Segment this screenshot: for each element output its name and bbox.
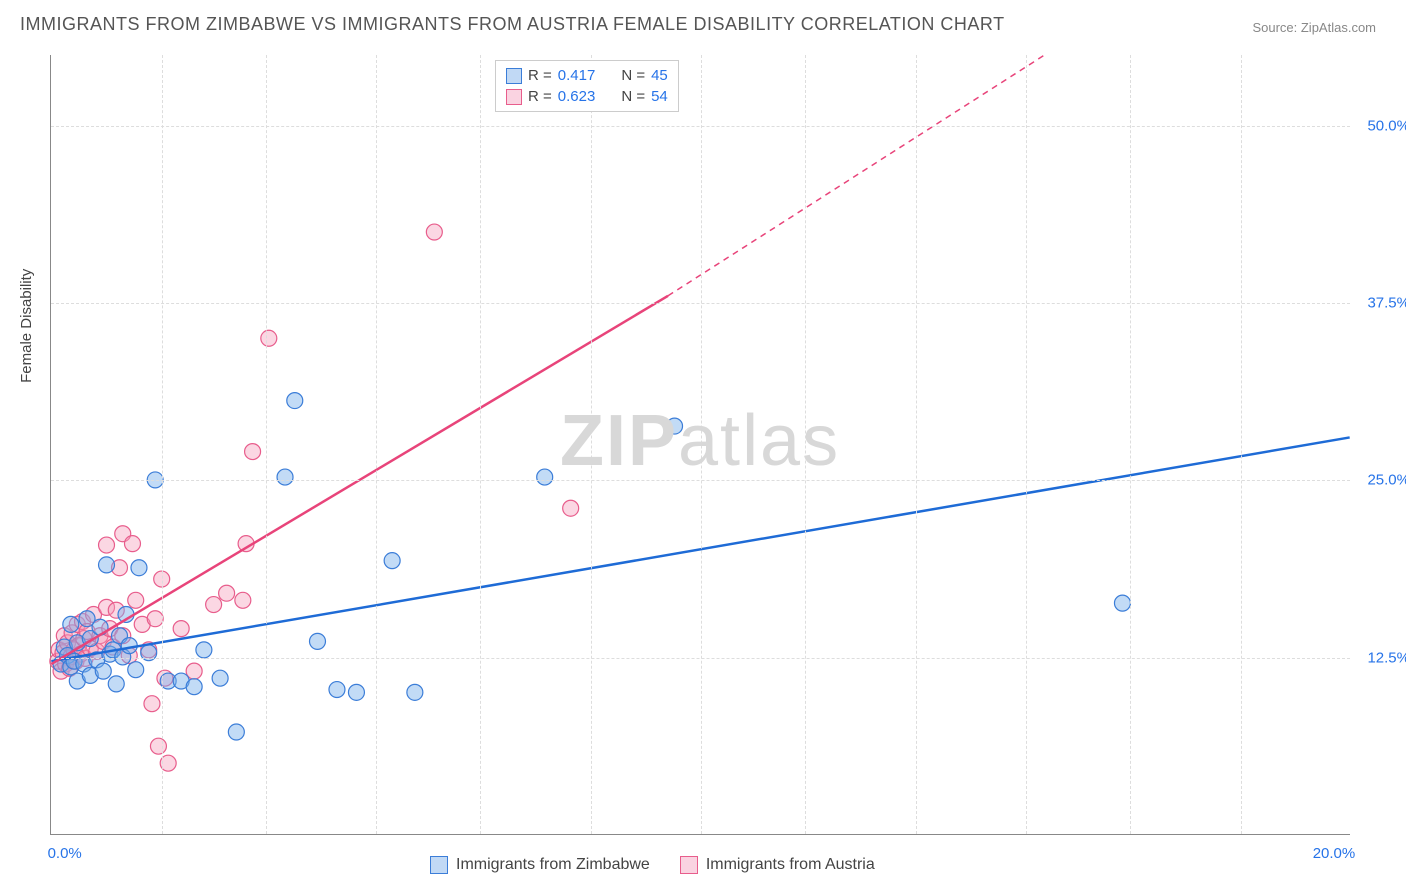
grid-line-v: [701, 55, 702, 834]
legend-r-label: R =: [528, 88, 552, 105]
grid-line-v: [376, 55, 377, 834]
x-tick-label: 20.0%: [1313, 845, 1356, 862]
y-tick-label: 50.0%: [1360, 117, 1406, 134]
correlation-legend: R = 0.417 N = 45 R = 0.623 N = 54: [495, 60, 679, 112]
point-zimbabwe: [228, 724, 244, 740]
point-zimbabwe: [108, 676, 124, 692]
point-zimbabwe: [384, 553, 400, 569]
grid-line-v: [480, 55, 481, 834]
legend-swatch: [506, 89, 522, 105]
point-austria: [99, 537, 115, 553]
plot-area: 12.5%25.0%37.5%50.0%0.0%20.0%: [50, 55, 1350, 835]
point-austria: [124, 536, 140, 552]
y-axis-label: Female Disability: [18, 269, 35, 383]
legend-n-value: 45: [651, 67, 668, 84]
y-tick-label: 25.0%: [1360, 472, 1406, 489]
series-legend-label: Immigrants from Austria: [706, 856, 875, 874]
point-zimbabwe: [407, 684, 423, 700]
point-austria: [235, 592, 251, 608]
legend-r-value: 0.417: [558, 67, 596, 84]
series-legend: Immigrants from Zimbabwe Immigrants from …: [430, 856, 875, 874]
grid-line-v: [805, 55, 806, 834]
grid-line-v: [1241, 55, 1242, 834]
point-austria: [173, 621, 189, 637]
grid-line-v: [162, 55, 163, 834]
point-zimbabwe: [667, 418, 683, 434]
point-zimbabwe: [186, 679, 202, 695]
point-zimbabwe: [128, 662, 144, 678]
legend-n-value: 54: [651, 88, 668, 105]
point-austria: [128, 592, 144, 608]
point-zimbabwe: [348, 684, 364, 700]
legend-n-label: N =: [621, 88, 645, 105]
point-zimbabwe: [63, 616, 79, 632]
point-zimbabwe: [95, 663, 111, 679]
legend-row: R = 0.417 N = 45: [506, 65, 668, 86]
series-legend-item: Immigrants from Austria: [680, 856, 875, 874]
chart-container: IMMIGRANTS FROM ZIMBABWE VS IMMIGRANTS F…: [0, 0, 1406, 892]
source-attribution: Source: ZipAtlas.com: [1252, 20, 1376, 35]
point-zimbabwe: [131, 560, 147, 576]
point-austria: [219, 585, 235, 601]
legend-swatch: [680, 856, 698, 874]
legend-swatch: [506, 68, 522, 84]
legend-r-value: 0.623: [558, 88, 596, 105]
y-tick-label: 12.5%: [1360, 649, 1406, 666]
point-zimbabwe: [287, 393, 303, 409]
grid-line-v: [266, 55, 267, 834]
point-zimbabwe: [329, 682, 345, 698]
grid-line-v: [1026, 55, 1027, 834]
point-zimbabwe: [310, 633, 326, 649]
grid-line-v: [591, 55, 592, 834]
chart-title: IMMIGRANTS FROM ZIMBABWE VS IMMIGRANTS F…: [20, 14, 1005, 35]
point-austria: [144, 696, 160, 712]
legend-swatch: [430, 856, 448, 874]
point-zimbabwe: [99, 557, 115, 573]
series-legend-label: Immigrants from Zimbabwe: [456, 856, 650, 874]
y-tick-label: 37.5%: [1360, 295, 1406, 312]
point-austria: [261, 330, 277, 346]
x-tick-label: 0.0%: [48, 845, 82, 862]
grid-line-v: [1130, 55, 1131, 834]
legend-r-label: R =: [528, 67, 552, 84]
point-austria: [150, 738, 166, 754]
point-zimbabwe: [196, 642, 212, 658]
legend-row: R = 0.623 N = 54: [506, 86, 668, 107]
point-zimbabwe: [212, 670, 228, 686]
legend-n-label: N =: [621, 67, 645, 84]
trend-line-austria-extrapolated: [668, 55, 1045, 296]
point-zimbabwe: [537, 469, 553, 485]
point-zimbabwe: [277, 469, 293, 485]
point-austria: [206, 597, 222, 613]
series-legend-item: Immigrants from Zimbabwe: [430, 856, 650, 874]
point-austria: [160, 755, 176, 771]
point-austria: [245, 444, 261, 460]
point-austria: [426, 224, 442, 240]
point-zimbabwe: [1114, 595, 1130, 611]
grid-line-v: [916, 55, 917, 834]
point-austria: [563, 500, 579, 516]
